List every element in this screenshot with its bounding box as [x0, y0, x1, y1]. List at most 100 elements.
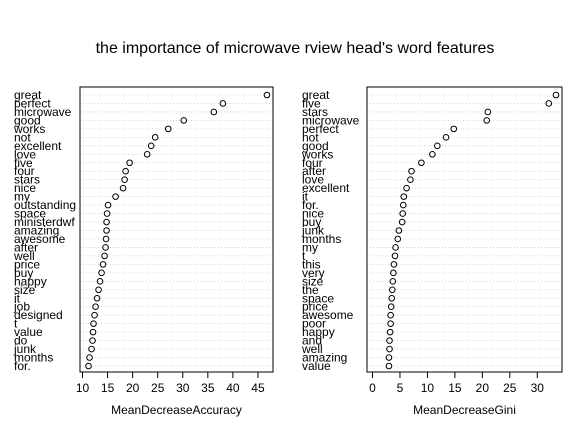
acc-category-label: not: [14, 130, 31, 144]
gini-point: [408, 167, 415, 175]
gini-category-label: amazing: [302, 351, 347, 365]
gini-category-label: microwave: [302, 113, 360, 127]
gini-tick-label: 15: [448, 381, 462, 395]
acc-tick-label: 45: [251, 381, 265, 395]
gini-tick-label: 30: [531, 381, 545, 395]
acc-point: [263, 91, 271, 99]
gini-category-label: nice: [302, 207, 324, 221]
acc-tick-label: 15: [101, 381, 115, 395]
gini-category-label: four: [302, 156, 323, 170]
gini-point: [390, 269, 397, 277]
acc-point: [91, 311, 98, 319]
gini-category-label: price: [302, 300, 328, 314]
gini-point: [400, 193, 408, 200]
acc-category-label: months: [14, 351, 53, 365]
acc-category-label: happy: [14, 274, 47, 288]
acc-point: [147, 142, 155, 150]
acc-point: [95, 286, 102, 294]
gini-category-label: months: [302, 232, 341, 246]
gini-point: [434, 142, 441, 150]
gini-point: [386, 328, 394, 336]
gini-point: [385, 354, 393, 361]
acc-category-label: stars: [14, 173, 40, 187]
gini-point: [399, 210, 407, 217]
gini-category-label: very: [302, 266, 325, 280]
acc-point: [103, 210, 111, 217]
acc-category-label: five: [14, 156, 33, 170]
acc-point: [103, 227, 110, 234]
acc-tick-label: 10: [76, 381, 90, 395]
acc-category-label: price: [14, 257, 40, 271]
gini-point: [483, 117, 491, 124]
acc-category-label: microwave: [14, 105, 72, 119]
acc-category-label: it: [14, 291, 21, 305]
acc-category-label: outstanding: [14, 198, 76, 212]
gini-category-label: buy: [302, 215, 321, 229]
acc-tick-label: 40: [226, 381, 240, 395]
acc-tick-label: 25: [151, 381, 165, 395]
chart-title: the importance of microwave rview head's…: [96, 40, 495, 57]
gini-point: [388, 294, 396, 302]
acc-category-label: space: [14, 207, 46, 221]
acc-tick-label: 35: [201, 381, 215, 395]
acc-point: [98, 269, 105, 277]
acc-point: [122, 167, 129, 175]
gini-point: [387, 311, 394, 319]
accuracy-panel: greatperfectmicrowavegoodworksnotexcelle…: [13, 86, 274, 417]
acc-point: [104, 201, 112, 209]
acc-tick-label: 20: [126, 381, 140, 395]
gini-tick-label: 0: [369, 381, 376, 395]
gini-point: [385, 362, 393, 370]
gini-point: [389, 278, 397, 285]
gini-point: [395, 227, 403, 234]
gini-category-label: love: [302, 173, 324, 187]
gini-category-label: and: [302, 334, 322, 348]
gini-category-label: excellent: [302, 181, 350, 195]
gini-category-label: after: [302, 164, 326, 178]
gini-category-label: the: [302, 283, 319, 297]
gini-point: [407, 176, 414, 183]
gini-plot-frame: [366, 86, 563, 373]
acc-point: [151, 134, 159, 141]
gini-category-label: my: [302, 240, 318, 254]
acc-point: [90, 320, 97, 327]
acc-category-label: well: [13, 249, 35, 263]
gini-category-label: works: [301, 147, 333, 161]
gini-point: [429, 150, 436, 158]
acc-point: [89, 328, 97, 336]
gini-point: [387, 303, 395, 311]
acc-category-label: nice: [14, 181, 36, 195]
gini-point: [386, 345, 393, 353]
gini-point: [388, 286, 396, 294]
acc-point: [112, 193, 119, 200]
gini-point: [403, 184, 410, 192]
acc-category-label: t: [14, 317, 18, 331]
gini-category-label: not: [302, 130, 319, 144]
acc-tick-label: 30: [176, 381, 190, 395]
acc-category-label: size: [14, 283, 36, 297]
acc-point: [164, 125, 172, 133]
acc-point: [93, 294, 101, 302]
gini-point: [442, 134, 450, 141]
gini-point: [552, 91, 560, 99]
acc-category-label: excellent: [14, 139, 62, 153]
gini-category-label: this: [302, 257, 321, 271]
acc-point: [96, 278, 104, 285]
gini-category-label: awesome: [302, 308, 354, 322]
acc-point: [102, 244, 109, 251]
gini-category-label: happy: [302, 325, 335, 339]
acc-point: [86, 354, 93, 361]
acc-point: [126, 159, 133, 167]
acc-category-label: buy: [14, 266, 33, 280]
acc-category-label: good: [14, 113, 41, 127]
acc-category-label: great: [14, 88, 42, 102]
acc-category-label: my: [14, 190, 30, 204]
acc-point: [119, 184, 127, 192]
acc-point: [99, 261, 107, 268]
gini-point: [387, 320, 394, 327]
acc-category-label: love: [14, 147, 36, 161]
gini-category-label: value: [302, 359, 331, 373]
gini-point: [390, 261, 398, 268]
acc-point: [143, 150, 151, 158]
